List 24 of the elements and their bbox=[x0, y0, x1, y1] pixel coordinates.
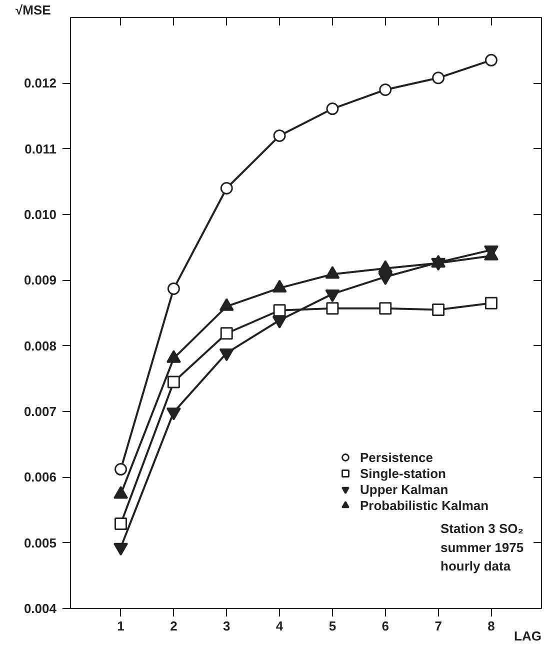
annotation: Station 3 SO₂ summer 1975 hourly data bbox=[440, 521, 524, 574]
x-tick-label: 2 bbox=[170, 618, 178, 634]
legend-label: Probabilistic Kalman bbox=[360, 497, 489, 513]
y-axis-title: √MSE bbox=[16, 2, 52, 18]
y-tick-label: 0.004 bbox=[24, 601, 58, 616]
x-axis-title: LAG bbox=[514, 628, 542, 644]
y-tick-label: 0.006 bbox=[24, 470, 57, 485]
y-tick-label: 0.007 bbox=[24, 404, 57, 419]
y-tick-label: 0.011 bbox=[24, 141, 57, 156]
x-tick-label: 8 bbox=[488, 618, 495, 634]
y-tick-label: 0.008 bbox=[24, 338, 57, 354]
x-tick-label: 7 bbox=[434, 618, 442, 634]
legend-label: Single-station bbox=[360, 465, 446, 481]
y-tick-label: 0.009 bbox=[24, 272, 57, 288]
y-tick-label: 0.012 bbox=[24, 76, 57, 91]
x-tick-label: 5 bbox=[328, 618, 336, 634]
x-tick-label: 6 bbox=[382, 618, 389, 634]
legend-label: Persistence bbox=[360, 449, 433, 465]
y-tick-label: 0.010 bbox=[24, 207, 57, 222]
y-tick-label: 0.005 bbox=[24, 535, 57, 550]
x-tick-label: 1 bbox=[117, 618, 124, 634]
legend-label: Upper Kalman bbox=[360, 481, 448, 497]
x-tick-label: 3 bbox=[223, 618, 230, 634]
x-tick-label: 4 bbox=[276, 618, 284, 634]
